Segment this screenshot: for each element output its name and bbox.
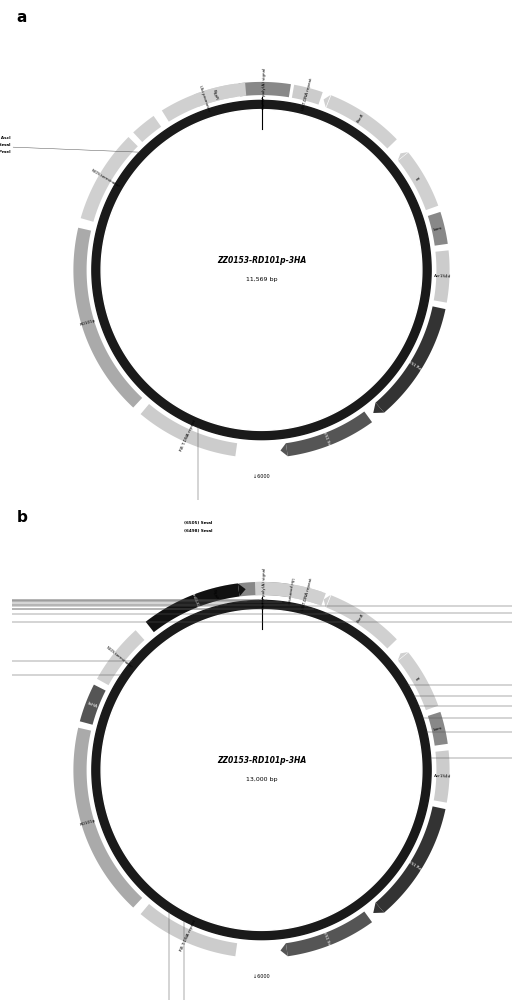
Polygon shape — [92, 100, 431, 440]
Polygon shape — [73, 228, 142, 408]
Text: (6505) SmaI: (6505) SmaI — [184, 521, 212, 525]
Polygon shape — [255, 582, 326, 606]
Text: BgpR: BgpR — [211, 589, 218, 601]
Text: NOS terminator: NOS terminator — [90, 168, 120, 188]
Text: pVS1 RepA: pVS1 RepA — [405, 858, 426, 874]
Polygon shape — [194, 84, 237, 107]
Polygon shape — [292, 585, 323, 605]
Polygon shape — [428, 712, 448, 746]
Text: Avr1S4d: Avr1S4d — [434, 274, 451, 279]
Polygon shape — [194, 595, 198, 607]
Polygon shape — [398, 152, 408, 160]
Text: KanR: KanR — [356, 112, 365, 123]
Text: 3xHA: 3xHA — [86, 701, 98, 709]
Text: BgpR: BgpR — [211, 89, 218, 101]
Text: pVS1 StaA: pVS1 StaA — [321, 429, 332, 450]
Text: RB T-DNA repeat: RB T-DNA repeat — [179, 919, 197, 952]
Text: NOS terminator: NOS terminator — [106, 645, 133, 669]
Polygon shape — [162, 83, 246, 122]
Text: ↓6000: ↓6000 — [253, 474, 270, 479]
Polygon shape — [398, 652, 408, 660]
Text: ZmGLK44: ZmGLK44 — [189, 591, 200, 611]
Polygon shape — [292, 85, 323, 105]
Polygon shape — [101, 110, 422, 430]
Polygon shape — [326, 595, 397, 649]
Polygon shape — [73, 728, 142, 908]
Polygon shape — [92, 600, 431, 940]
Polygon shape — [398, 153, 438, 210]
Polygon shape — [324, 95, 331, 107]
Text: RD101p: RD101p — [79, 319, 96, 327]
Polygon shape — [280, 943, 288, 956]
Text: b: b — [17, 510, 27, 525]
Text: pVS1 StaA: pVS1 StaA — [321, 929, 332, 950]
Text: KanR: KanR — [356, 612, 365, 623]
Polygon shape — [81, 137, 138, 222]
Text: ZZ0153-RD101p-3HA: ZZ0153-RD101p-3HA — [217, 756, 306, 765]
Text: a: a — [17, 10, 27, 25]
Text: 13,000 bp: 13,000 bp — [246, 777, 277, 782]
Text: Ubi promoter: Ubi promoter — [198, 84, 210, 111]
Text: ori: ori — [415, 176, 422, 182]
Text: (8324) PmeI: (8324) PmeI — [0, 150, 10, 154]
Polygon shape — [238, 82, 291, 97]
Text: RD101p: RD101p — [79, 819, 96, 827]
Text: CaMV poly(A) signal: CaMV poly(A) signal — [263, 568, 267, 609]
Polygon shape — [80, 685, 106, 725]
Polygon shape — [428, 212, 448, 246]
Polygon shape — [280, 443, 288, 456]
Text: 11,569 bp: 11,569 bp — [246, 277, 277, 282]
Polygon shape — [286, 411, 372, 456]
Text: (8348) AscI: (8348) AscI — [0, 136, 10, 140]
Text: Avr1S4d: Avr1S4d — [434, 774, 451, 779]
Text: bom: bom — [434, 726, 444, 732]
Polygon shape — [324, 595, 331, 607]
Polygon shape — [141, 904, 237, 956]
Text: ori: ori — [415, 676, 422, 682]
Polygon shape — [97, 630, 144, 685]
Text: LB T-DNA repeat: LB T-DNA repeat — [301, 578, 313, 611]
Polygon shape — [194, 95, 198, 107]
Polygon shape — [434, 250, 450, 303]
Text: pVS1 RepA: pVS1 RepA — [405, 358, 426, 374]
Polygon shape — [101, 610, 422, 930]
Polygon shape — [398, 653, 438, 710]
Text: CaMV poly(A) signal: CaMV poly(A) signal — [263, 68, 267, 109]
Polygon shape — [376, 806, 446, 913]
Polygon shape — [434, 750, 450, 803]
Polygon shape — [326, 95, 397, 149]
Text: ↓6000: ↓6000 — [253, 974, 270, 979]
Text: ZZ0153-RD101p-3HA: ZZ0153-RD101p-3HA — [217, 256, 306, 265]
Text: (8341) SmaI: (8341) SmaI — [0, 143, 10, 147]
Polygon shape — [146, 583, 240, 632]
Text: Ubi promoter: Ubi promoter — [286, 577, 294, 605]
Polygon shape — [238, 583, 246, 596]
Text: RB T-DNA repeat: RB T-DNA repeat — [179, 419, 197, 452]
Polygon shape — [373, 403, 384, 413]
Polygon shape — [141, 404, 237, 456]
Polygon shape — [238, 582, 291, 597]
Polygon shape — [376, 306, 446, 413]
Text: bom: bom — [434, 226, 444, 232]
Polygon shape — [373, 903, 384, 913]
Text: LB T-DNA repeat: LB T-DNA repeat — [301, 78, 313, 111]
Polygon shape — [286, 911, 372, 956]
Polygon shape — [133, 116, 161, 142]
Polygon shape — [194, 584, 237, 607]
Text: (6498) SmaI: (6498) SmaI — [184, 529, 212, 533]
